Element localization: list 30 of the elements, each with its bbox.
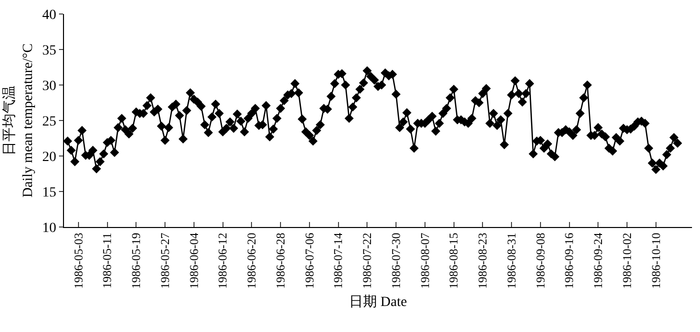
x-tick-label: 1986-06-12 <box>216 232 230 289</box>
y-tick-label: 30 <box>42 78 56 94</box>
x-tick-label: 1986-09-08 <box>533 232 548 289</box>
x-tick-label: 1986-07-14 <box>331 232 346 289</box>
x-tick-label: 1986-07-06 <box>302 232 316 289</box>
x-tick-label: 1986-06-28 <box>273 232 288 289</box>
x-tick-label: 1986-06-04 <box>186 232 201 289</box>
y-axis-title: 日平均气温 Daily mean temperature/°C <box>2 43 36 198</box>
y-tick-label: 10 <box>42 220 56 236</box>
y-tick-label: 20 <box>42 150 56 165</box>
y-tick-label: 40 <box>42 8 56 23</box>
y-tick-label: 35 <box>42 43 56 58</box>
x-tick-label: 1986-05-03 <box>71 232 86 289</box>
y-tick-label: 25 <box>42 114 56 130</box>
x-tick-label: 1986-05-27 <box>158 232 172 289</box>
x-tick-label: 1986-05-11 <box>100 232 114 288</box>
y-tick-label: 15 <box>42 185 56 200</box>
x-tick-label: 1986-09-16 <box>562 232 576 289</box>
x-tick-label: 1986-07-22 <box>360 232 374 289</box>
x-tick-label: 1986-08-15 <box>446 232 461 289</box>
x-tick-label: 1986-08-23 <box>476 232 490 289</box>
x-axis-title: 日期 Date <box>349 294 407 310</box>
x-tick-label: 1986-05-19 <box>129 232 144 289</box>
x-tick-label: 1986-08-31 <box>504 232 518 289</box>
x-tick-label: 1986-06-20 <box>244 232 259 289</box>
x-tick-label: 1986-10-02 <box>620 232 634 289</box>
x-tick-label: 1986-10-10 <box>648 232 663 289</box>
x-tick-label: 1986-08-07 <box>418 232 432 289</box>
x-tick-label: 1986-09-24 <box>591 232 606 289</box>
x-tick-label: 1986-07-30 <box>388 232 403 289</box>
